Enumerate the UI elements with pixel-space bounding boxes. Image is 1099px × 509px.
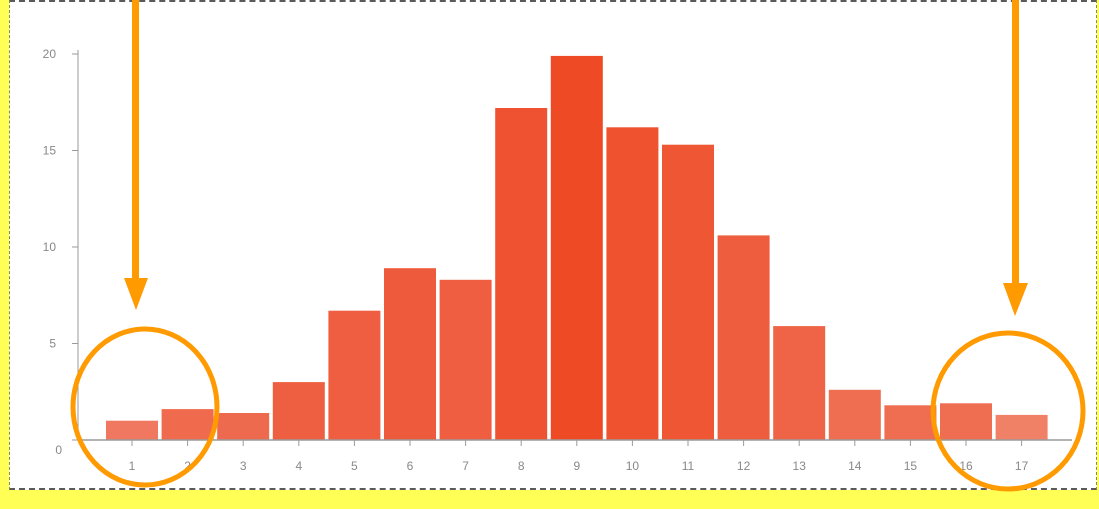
x-tick-label-17: 17: [1015, 459, 1029, 473]
x-tick-label-15: 15: [904, 459, 918, 473]
bar-13: [773, 326, 826, 440]
bar-4: [272, 382, 325, 440]
x-axis: 1 2 3 4 5 6 7 8 9 10 11 12 13 14 15 16 17: [78, 439, 1072, 473]
x-tick-label-14: 14: [848, 459, 862, 473]
bar-11: [662, 144, 714, 440]
bars-group: [106, 55, 1048, 441]
x-tick-label-2: 2: [184, 459, 191, 473]
x-tick-label-7: 7: [462, 459, 469, 473]
bar-14: [828, 389, 881, 440]
bar-1: [106, 420, 158, 440]
x-tick-label-11: 11: [682, 459, 695, 473]
chart-frame: 0 5 10 15 20 1 2 3 4 5 6 7 8 9 10 11 12 13 14 15 16 17: [9, 0, 1097, 490]
bar-17: [995, 414, 1048, 440]
y-tick-label-5: 5: [49, 337, 56, 351]
y-tick-label-10: 10: [43, 240, 57, 254]
y-tick-label-15: 15: [43, 144, 57, 158]
x-tick-label-1: 1: [129, 459, 136, 473]
bar-6: [384, 268, 436, 440]
x-tick-label-8: 8: [518, 459, 525, 473]
x-tick-label-10: 10: [626, 459, 640, 473]
x-tick-label-12: 12: [737, 459, 751, 473]
bar-3: [217, 413, 270, 440]
x-tick-label-5: 5: [351, 459, 358, 473]
x-tick-label-16: 16: [959, 459, 973, 473]
x-tick-label-13: 13: [793, 459, 807, 473]
bar-15: [884, 405, 937, 440]
bar-16: [940, 403, 992, 440]
y-axis: 0 5 10 15 20: [43, 47, 79, 457]
y-tick-label-0: 0: [55, 443, 62, 457]
bar-2: [161, 409, 214, 440]
x-tick-label-3: 3: [240, 459, 247, 473]
bar-8: [495, 108, 548, 440]
y-tick-label-20: 20: [43, 47, 57, 61]
x-tick-label-9: 9: [573, 459, 580, 473]
bar-7: [439, 279, 492, 440]
x-tick-label-6: 6: [407, 459, 414, 473]
bar-5: [328, 310, 381, 440]
bar-9: [550, 55, 603, 441]
x-tick-label-4: 4: [295, 459, 302, 473]
bar-10: [606, 127, 659, 441]
bar-12: [717, 235, 770, 440]
